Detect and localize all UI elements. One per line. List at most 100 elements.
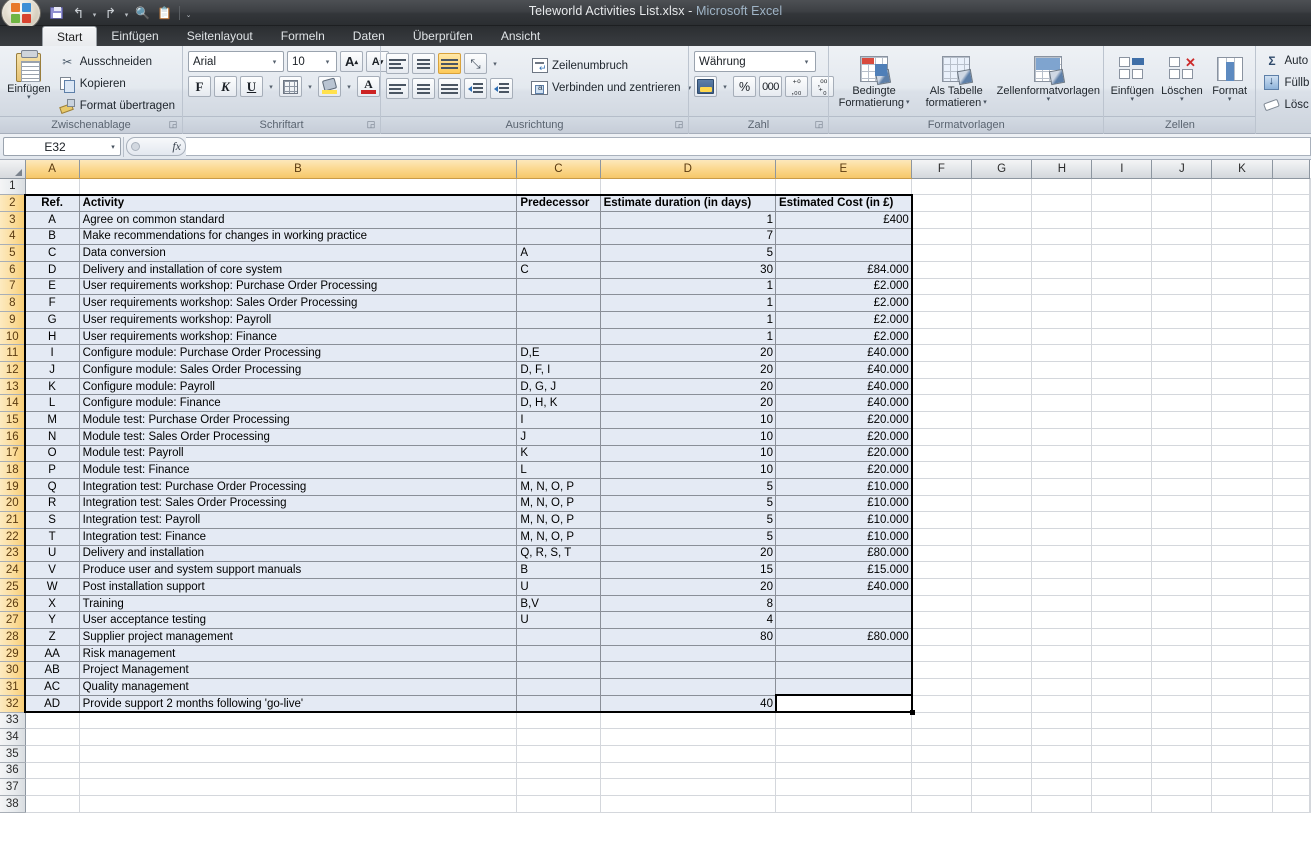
row-header-1[interactable]: 1 xyxy=(0,178,26,196)
cell-E21[interactable]: £10.000 xyxy=(775,511,912,529)
cell-C18[interactable]: L xyxy=(516,461,601,479)
cell-empty[interactable] xyxy=(971,762,1033,780)
cell-A30[interactable]: AB xyxy=(25,661,80,680)
cell-styles-dropdown-icon[interactable]: ▾ xyxy=(1046,96,1051,103)
cell-B18[interactable]: Module test: Finance xyxy=(79,461,518,479)
cell-empty[interactable] xyxy=(1211,578,1273,596)
cell-D33[interactable] xyxy=(600,712,776,730)
column-header-h[interactable]: H xyxy=(1031,160,1093,179)
cell-empty[interactable] xyxy=(1091,445,1153,463)
cell-E4[interactable] xyxy=(775,228,912,246)
cancel-formula-icon[interactable] xyxy=(131,142,140,151)
cell-empty[interactable] xyxy=(1272,261,1311,279)
cell-empty[interactable] xyxy=(1091,545,1153,563)
cell-empty[interactable] xyxy=(911,361,972,379)
cell-empty[interactable] xyxy=(971,278,1033,296)
cell-C24[interactable]: B xyxy=(516,561,601,579)
cell-empty[interactable] xyxy=(1091,378,1153,396)
cell-E14[interactable]: £40.000 xyxy=(775,394,912,413)
format-as-table-button[interactable]: Als Tabelle formatieren ▾ xyxy=(916,51,996,115)
cell-A20[interactable]: R xyxy=(25,495,80,513)
row-header-15[interactable]: 15 xyxy=(0,411,26,429)
cell-A31[interactable]: AC xyxy=(25,678,80,696)
cell-B29[interactable]: Risk management xyxy=(79,645,518,663)
cell-empty[interactable] xyxy=(1091,495,1153,513)
cell-empty[interactable] xyxy=(1211,411,1273,429)
cell-empty[interactable] xyxy=(1309,561,1311,579)
cell-empty[interactable] xyxy=(1151,228,1213,246)
alignment-dialog-launcher-icon[interactable]: ◲ xyxy=(674,119,684,129)
column-header-d[interactable]: D xyxy=(600,160,776,179)
cell-empty[interactable] xyxy=(911,344,972,363)
customize-toolbar-icon[interactable]: ⌄ xyxy=(185,12,192,19)
cell-D34[interactable] xyxy=(600,728,776,746)
cell-B14[interactable]: Configure module: Finance xyxy=(79,394,518,413)
cell-B25[interactable]: Post installation support xyxy=(79,578,518,596)
cell-A37[interactable] xyxy=(25,778,80,796)
cell-E17[interactable]: £20.000 xyxy=(775,445,912,463)
cell-E37[interactable] xyxy=(775,778,912,796)
row-header-2[interactable]: 2 xyxy=(0,194,26,212)
cell-B32[interactable]: Provide support 2 months following 'go-l… xyxy=(79,695,518,713)
cell-empty[interactable] xyxy=(1151,528,1213,546)
cell-empty[interactable] xyxy=(1151,661,1213,680)
cell-empty[interactable] xyxy=(1151,728,1213,746)
cell-empty[interactable] xyxy=(1309,628,1311,646)
cell-E24[interactable]: £15.000 xyxy=(775,561,912,579)
cell-empty[interactable] xyxy=(1309,244,1311,262)
cell-empty[interactable] xyxy=(911,595,972,613)
cell-empty[interactable] xyxy=(1151,211,1213,229)
row-header-25[interactable]: 25 xyxy=(0,578,26,596)
cell-empty[interactable] xyxy=(1211,611,1273,630)
cell-C5[interactable]: A xyxy=(516,244,601,262)
number-format-combo[interactable]: Währung ▾ xyxy=(694,51,816,72)
cell-B13[interactable]: Configure module: Payroll xyxy=(79,378,518,396)
cell-empty[interactable] xyxy=(1272,528,1311,546)
paste-button[interactable]: Einfügen ▾ xyxy=(3,49,55,113)
cell-empty[interactable] xyxy=(1091,244,1153,262)
cell-empty[interactable] xyxy=(971,511,1033,529)
cell-empty[interactable] xyxy=(1031,178,1093,196)
cell-empty[interactable] xyxy=(911,511,972,529)
cell-E31[interactable] xyxy=(775,678,912,696)
cell-empty[interactable] xyxy=(911,695,972,713)
cell-empty[interactable] xyxy=(1031,695,1093,713)
cell-empty[interactable] xyxy=(1091,278,1153,296)
cell-B1[interactable] xyxy=(79,178,518,196)
row-header-36[interactable]: 36 xyxy=(0,762,26,780)
cell-C29[interactable] xyxy=(516,645,601,663)
cell-E35[interactable] xyxy=(775,745,912,763)
cell-empty[interactable] xyxy=(911,294,972,312)
cell-empty[interactable] xyxy=(971,545,1033,563)
cell-empty[interactable] xyxy=(1309,762,1311,780)
name-box[interactable]: E32 ▾ xyxy=(3,137,121,156)
cell-D25[interactable]: 20 xyxy=(600,578,776,596)
cell-E26[interactable] xyxy=(775,595,912,613)
cell-empty[interactable] xyxy=(1031,678,1093,696)
cell-empty[interactable] xyxy=(1091,328,1153,346)
cell-empty[interactable] xyxy=(1031,311,1093,329)
cell-empty[interactable] xyxy=(1309,194,1311,212)
cell-D37[interactable] xyxy=(600,778,776,796)
cell-D27[interactable]: 4 xyxy=(600,611,776,630)
cell-empty[interactable] xyxy=(1211,461,1273,479)
cell-empty[interactable] xyxy=(911,728,972,746)
cell-A11[interactable]: I xyxy=(25,344,80,363)
cell-empty[interactable] xyxy=(1091,261,1153,279)
cell-D26[interactable]: 8 xyxy=(600,595,776,613)
cell-empty[interactable] xyxy=(1031,745,1093,763)
cell-empty[interactable] xyxy=(1151,478,1213,496)
cell-empty[interactable] xyxy=(1211,394,1273,413)
cell-B22[interactable]: Integration test: Finance xyxy=(79,528,518,546)
cell-A21[interactable]: S xyxy=(25,511,80,529)
cell-empty[interactable] xyxy=(971,311,1033,329)
cell-empty[interactable] xyxy=(1031,611,1093,630)
name-box-dropdown-icon[interactable]: ▾ xyxy=(111,143,115,151)
cell-empty[interactable] xyxy=(1272,378,1311,396)
cell-empty[interactable] xyxy=(911,261,972,279)
row-header-9[interactable]: 9 xyxy=(0,311,26,329)
cell-empty[interactable] xyxy=(1151,244,1213,262)
cell-A19[interactable]: Q xyxy=(25,478,80,496)
cell-empty[interactable] xyxy=(1211,628,1273,646)
cell-C16[interactable]: J xyxy=(516,428,601,446)
